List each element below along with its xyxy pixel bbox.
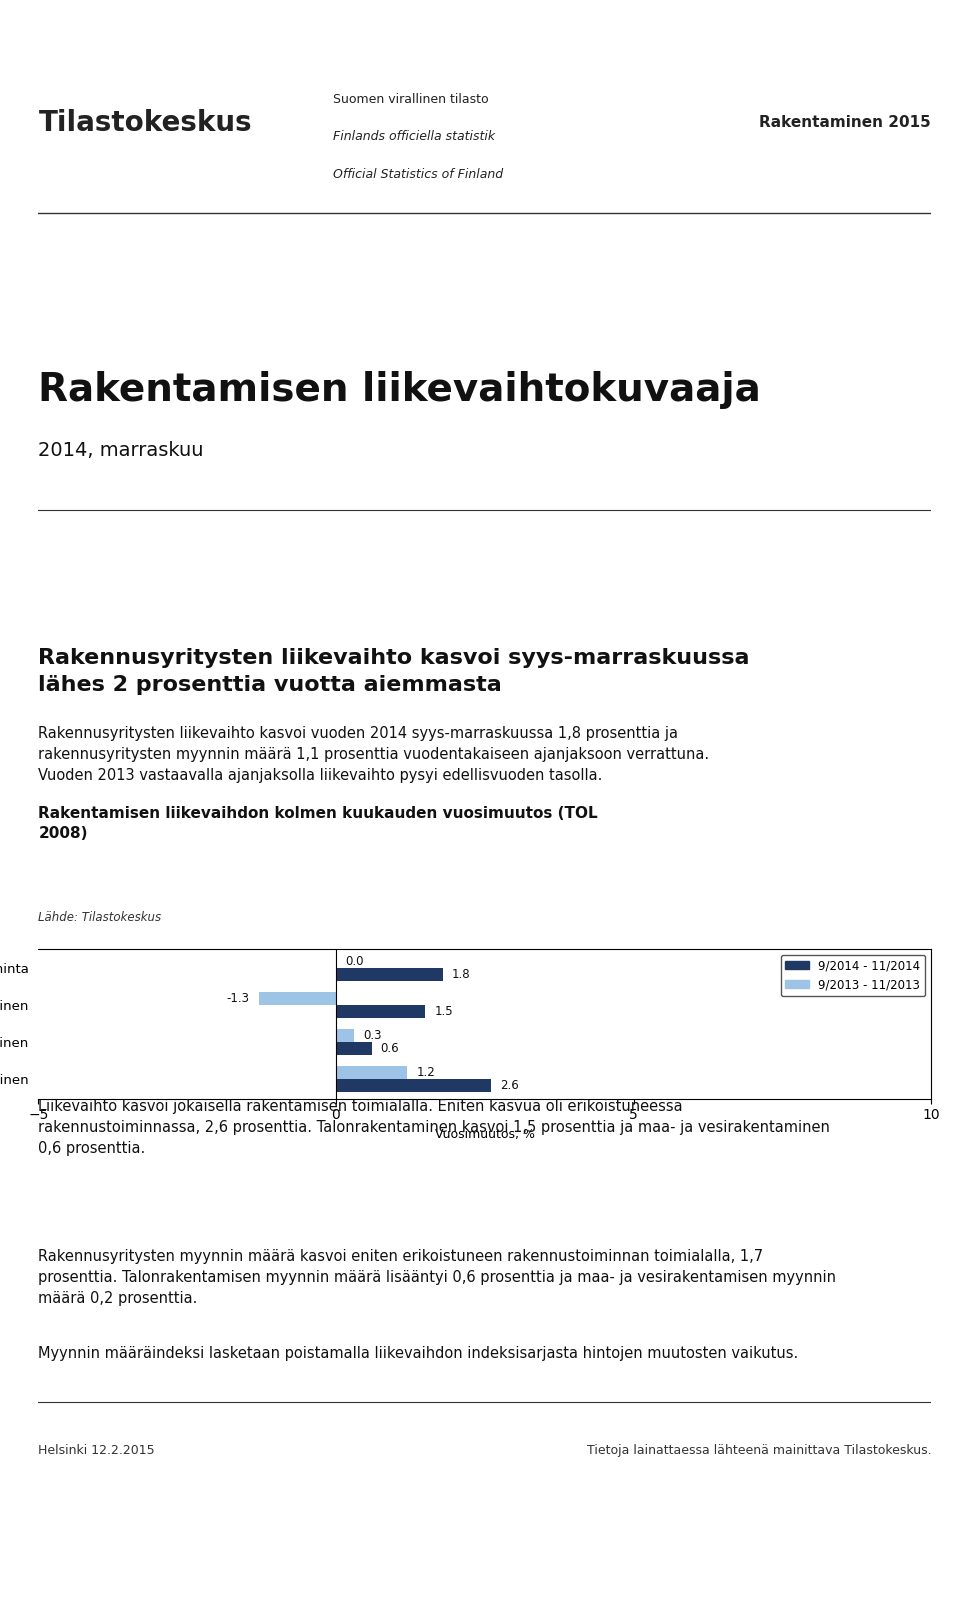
Text: 1.8: 1.8 bbox=[452, 968, 470, 981]
Text: Rakentamisen liikevaihdon kolmen kuukauden vuosimuutos (TOL
2008): Rakentamisen liikevaihdon kolmen kuukaud… bbox=[38, 806, 598, 840]
Text: Official Statistics of Finland: Official Statistics of Finland bbox=[333, 168, 503, 180]
X-axis label: Vuosimuutos, %: Vuosimuutos, % bbox=[435, 1127, 535, 1140]
Bar bbox=[336, 1005, 425, 1019]
Text: Liikevaihto kasvoi jokaisella rakentamisen toimialalla. Eniten kasvua oli erikoi: Liikevaihto kasvoi jokaisella rakentamis… bbox=[38, 1099, 830, 1156]
Text: Rakennusyritysten liikevaihto kasvoi syys-marraskuussa
lähes 2 prosenttia vuotta: Rakennusyritysten liikevaihto kasvoi syy… bbox=[38, 648, 750, 695]
Text: Myynnin määräindeksi lasketaan poistamalla liikevaihdon indeksisarjasta hintojen: Myynnin määräindeksi lasketaan poistamal… bbox=[38, 1346, 799, 1361]
Text: Rakentaminen 2015: Rakentaminen 2015 bbox=[759, 115, 931, 131]
Text: 0.6: 0.6 bbox=[380, 1043, 399, 1056]
Bar bbox=[336, 1028, 354, 1043]
Legend: 9/2014 - 11/2014, 9/2013 - 11/2013: 9/2014 - 11/2014, 9/2013 - 11/2013 bbox=[780, 955, 925, 997]
Bar bbox=[336, 1043, 372, 1056]
Text: Helsinki 12.2.2015: Helsinki 12.2.2015 bbox=[38, 1444, 155, 1456]
Text: Tietoja lainattaessa lähteenä mainittava Tilastokeskus.: Tietoja lainattaessa lähteenä mainittava… bbox=[587, 1444, 931, 1456]
Text: Lähde: Tilastokeskus: Lähde: Tilastokeskus bbox=[38, 910, 161, 925]
Bar bbox=[258, 992, 336, 1005]
Text: 0.0: 0.0 bbox=[345, 955, 364, 968]
Bar bbox=[336, 1080, 491, 1092]
Bar bbox=[336, 968, 444, 981]
Text: Rakennusyritysten myynnin määrä kasvoi eniten erikoistuneen rakennustoiminnan to: Rakennusyritysten myynnin määrä kasvoi e… bbox=[38, 1249, 836, 1306]
Text: 2.6: 2.6 bbox=[499, 1080, 518, 1092]
Bar bbox=[336, 1067, 407, 1080]
Text: 1.5: 1.5 bbox=[434, 1005, 453, 1019]
Text: Tilastokeskus: Tilastokeskus bbox=[38, 109, 252, 137]
Text: 1.2: 1.2 bbox=[417, 1067, 435, 1080]
Text: 0.3: 0.3 bbox=[363, 1028, 381, 1043]
Text: Finlands officiella statistik: Finlands officiella statistik bbox=[333, 131, 495, 144]
Text: -1.3: -1.3 bbox=[227, 992, 250, 1005]
Text: Rakentamisen liikevaihtokuvaaja: Rakentamisen liikevaihtokuvaaja bbox=[38, 371, 761, 409]
Text: Rakennusyritysten liikevaihto kasvoi vuoden 2014 syys-marraskuussa 1,8 prosentti: Rakennusyritysten liikevaihto kasvoi vuo… bbox=[38, 727, 709, 784]
Text: 2014, marraskuu: 2014, marraskuu bbox=[38, 441, 204, 460]
Text: Suomen virallinen tilasto: Suomen virallinen tilasto bbox=[333, 93, 489, 105]
